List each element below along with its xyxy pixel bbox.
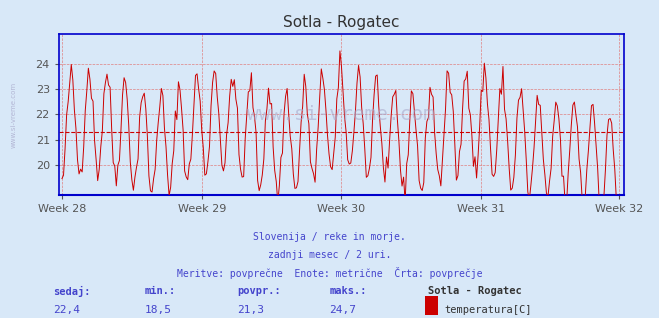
Text: 24,7: 24,7 [330, 305, 357, 315]
Text: Sotla - Rogatec: Sotla - Rogatec [428, 286, 522, 296]
Text: www.si-vreme.com: www.si-vreme.com [11, 81, 16, 148]
Text: maks.:: maks.: [330, 286, 367, 296]
Text: Slovenija / reke in morje.: Slovenija / reke in morje. [253, 232, 406, 242]
Title: Sotla - Rogatec: Sotla - Rogatec [283, 15, 400, 30]
Text: zadnji mesec / 2 uri.: zadnji mesec / 2 uri. [268, 250, 391, 259]
Text: 18,5: 18,5 [145, 305, 172, 315]
Text: sedaj:: sedaj: [53, 286, 90, 297]
Text: Meritve: povprečne  Enote: metrične  Črta: povprečje: Meritve: povprečne Enote: metrične Črta:… [177, 267, 482, 279]
Text: min.:: min.: [145, 286, 176, 296]
Text: povpr.:: povpr.: [237, 286, 281, 296]
Text: temperatura[C]: temperatura[C] [445, 305, 532, 315]
Text: 22,4: 22,4 [53, 305, 80, 315]
Text: www.si-vreme.com: www.si-vreme.com [248, 105, 436, 124]
Text: 21,3: 21,3 [237, 305, 264, 315]
